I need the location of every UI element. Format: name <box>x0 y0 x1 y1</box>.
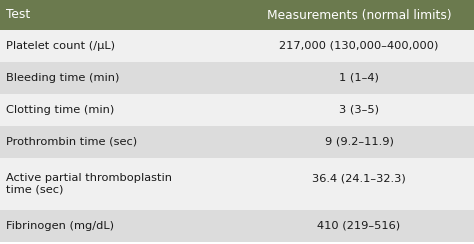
Bar <box>0 0 474 30</box>
Text: Prothrombin time (sec): Prothrombin time (sec) <box>6 137 137 147</box>
Bar <box>0 210 474 242</box>
Text: Clotting time (min): Clotting time (min) <box>6 105 114 115</box>
Text: 36.4 (24.1–32.3): 36.4 (24.1–32.3) <box>312 173 406 183</box>
Text: time (sec): time (sec) <box>6 185 64 195</box>
Text: Bleeding time (min): Bleeding time (min) <box>6 73 119 83</box>
Text: Test: Test <box>6 9 30 21</box>
Bar <box>0 94 474 126</box>
Text: Fibrinogen (mg/dL): Fibrinogen (mg/dL) <box>6 221 114 231</box>
Text: Measurements (normal limits): Measurements (normal limits) <box>267 9 451 21</box>
Text: 1 (1–4): 1 (1–4) <box>339 73 379 83</box>
Text: Platelet count (/μL): Platelet count (/μL) <box>6 41 115 51</box>
Text: 3 (3–5): 3 (3–5) <box>339 105 379 115</box>
Bar <box>0 30 474 62</box>
Text: 217,000 (130,000–400,000): 217,000 (130,000–400,000) <box>279 41 439 51</box>
Bar <box>0 62 474 94</box>
Text: 9 (9.2–11.9): 9 (9.2–11.9) <box>325 137 393 147</box>
Text: 410 (219–516): 410 (219–516) <box>318 221 401 231</box>
Bar <box>0 158 474 210</box>
Bar <box>0 126 474 158</box>
Text: Active partial thromboplastin: Active partial thromboplastin <box>6 173 172 183</box>
